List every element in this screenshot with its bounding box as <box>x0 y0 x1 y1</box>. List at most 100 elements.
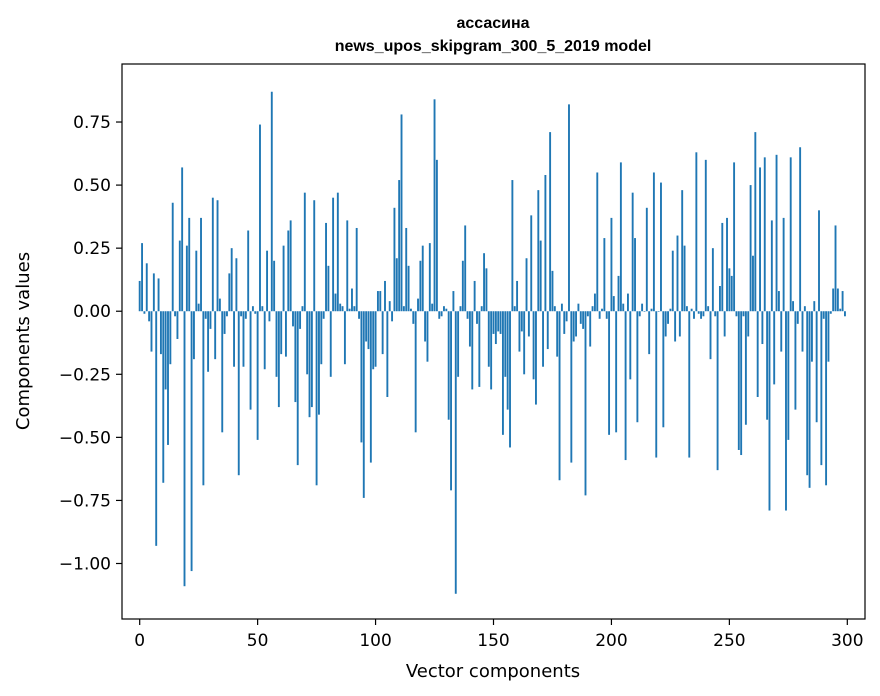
bar <box>178 240 181 312</box>
bar <box>280 311 283 355</box>
bar <box>582 311 585 329</box>
bar <box>395 258 398 312</box>
bar <box>499 311 502 334</box>
bar <box>174 311 177 317</box>
bar <box>565 311 568 322</box>
bar <box>799 147 802 312</box>
bar <box>421 245 424 312</box>
bar <box>223 311 226 334</box>
x-tick-label: 150 <box>477 631 509 651</box>
bar <box>740 311 743 456</box>
bar <box>556 311 559 357</box>
bar <box>478 311 481 387</box>
bar <box>752 255 754 312</box>
bar <box>308 311 311 418</box>
bar <box>494 311 497 345</box>
bar <box>612 296 615 312</box>
bar <box>542 311 544 367</box>
bar <box>744 311 747 425</box>
bar <box>351 288 353 312</box>
bar <box>358 311 360 319</box>
bar <box>560 303 563 312</box>
bar <box>641 303 644 312</box>
bar <box>546 311 549 350</box>
bar <box>176 311 179 339</box>
bar <box>648 311 651 355</box>
y-tick-label: −0.75 <box>59 491 111 511</box>
chart-subtitle: news_upos_skipgram_300_5_2019 model <box>335 38 652 55</box>
bar <box>145 263 148 312</box>
bar <box>313 200 316 312</box>
bar <box>650 308 653 312</box>
bar <box>341 306 344 312</box>
bar <box>195 250 198 312</box>
bar <box>226 311 228 317</box>
bar <box>355 227 358 312</box>
bar <box>322 311 325 319</box>
x-tick-label: 50 <box>247 631 269 651</box>
bar <box>193 311 195 360</box>
bar <box>419 260 422 312</box>
bar <box>551 270 554 312</box>
y-tick-label: 0.50 <box>73 176 111 196</box>
bar <box>704 159 707 312</box>
bar <box>348 308 351 312</box>
bar <box>681 190 684 312</box>
bar <box>683 245 686 312</box>
bar <box>417 298 419 312</box>
bar <box>645 207 648 312</box>
x-tick-label: 250 <box>713 631 745 651</box>
bar <box>589 311 592 347</box>
bar <box>138 280 141 312</box>
bar <box>549 132 552 312</box>
bar <box>497 311 500 332</box>
bar <box>483 253 486 312</box>
bar <box>714 311 717 317</box>
bar <box>674 311 677 342</box>
bar <box>240 311 243 317</box>
bar <box>662 311 665 428</box>
bar <box>716 311 719 471</box>
bar <box>520 311 523 332</box>
bar <box>702 311 705 317</box>
bar <box>813 301 816 312</box>
bar <box>593 293 596 312</box>
bar <box>721 222 724 312</box>
bar <box>506 311 509 410</box>
bar <box>315 311 318 486</box>
bar <box>780 311 783 352</box>
bar <box>579 311 582 324</box>
bar <box>221 311 224 433</box>
bar <box>461 260 464 312</box>
bar <box>318 311 320 415</box>
bar <box>735 311 738 317</box>
bar <box>841 291 844 312</box>
bar <box>159 311 162 355</box>
chart-title: ассасина <box>456 15 529 32</box>
bar <box>398 180 401 312</box>
bar <box>235 258 238 312</box>
bar <box>164 311 167 390</box>
bar <box>624 311 627 461</box>
bar <box>782 217 785 312</box>
x-tick-label: 100 <box>359 631 391 651</box>
bar <box>527 311 530 337</box>
bar <box>230 248 233 312</box>
bar <box>452 291 455 312</box>
bar <box>277 311 280 408</box>
bar <box>773 311 776 385</box>
bar <box>608 311 611 435</box>
bar <box>605 311 608 319</box>
bar <box>428 243 431 312</box>
bar <box>284 311 287 357</box>
bar <box>211 197 214 312</box>
bar <box>480 306 483 312</box>
bar <box>249 311 252 410</box>
bar <box>822 311 825 319</box>
bar <box>275 311 278 377</box>
bar <box>619 162 622 312</box>
bar <box>402 306 405 312</box>
bar <box>414 311 417 433</box>
bar <box>188 217 191 312</box>
